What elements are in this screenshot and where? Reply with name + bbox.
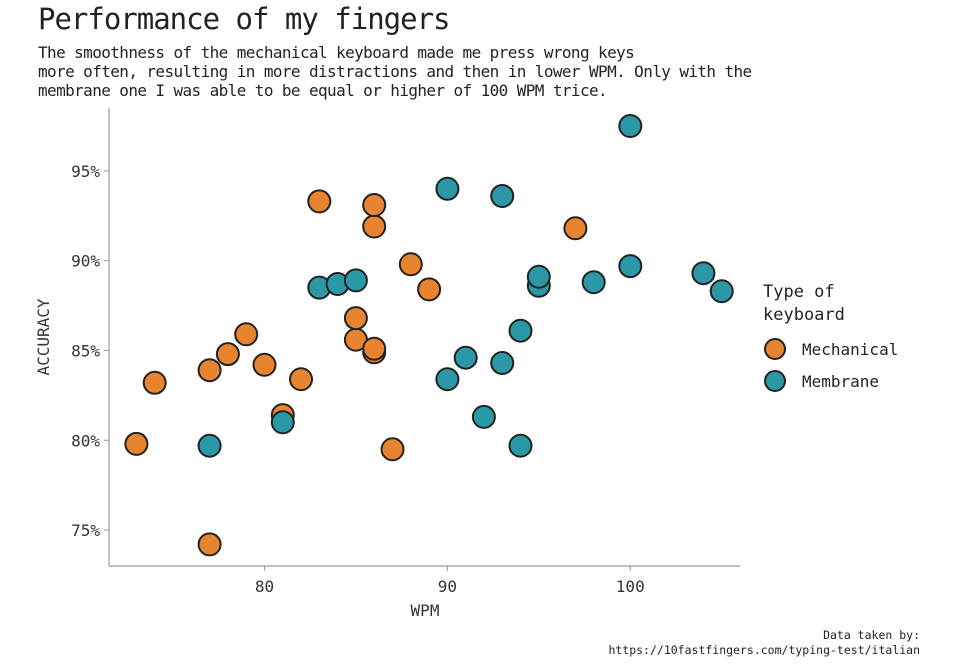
caption-line-1: Data taken by: — [823, 628, 920, 642]
point-membrane — [197, 433, 222, 458]
point-mechanical — [362, 193, 387, 217]
point-mechanical — [380, 437, 405, 462]
y-tick-label: 90% — [71, 252, 100, 271]
caption-line-2: https://10fastfingers.com/typing-test/it… — [608, 643, 920, 657]
point-mechanical — [124, 431, 149, 456]
chart-title: Performance of my fingers — [38, 2, 450, 36]
point-membrane — [453, 345, 478, 370]
point-mechanical — [234, 322, 259, 347]
point-membrane — [618, 114, 643, 138]
point-membrane — [471, 404, 496, 429]
point-mechanical — [142, 370, 167, 395]
y-tick-label: 80% — [71, 431, 100, 450]
point-membrane — [490, 351, 515, 375]
legend-swatch-mechanical — [764, 338, 786, 360]
legend-title: Type of keyboard — [763, 282, 845, 325]
point-membrane — [618, 254, 643, 279]
point-mechanical — [563, 216, 588, 241]
x-tick-label: 80 — [255, 577, 274, 596]
x-tick-label: 90 — [438, 577, 457, 596]
point-mechanical — [343, 306, 368, 331]
y-tick-label: 85% — [71, 341, 100, 360]
point-membrane — [508, 318, 533, 343]
legend-label-membrane: Membrane — [802, 371, 880, 391]
legend-item-membrane: Membrane — [764, 367, 879, 395]
point-mechanical — [215, 342, 240, 367]
point-mechanical — [252, 352, 277, 377]
y-tick-label: 75% — [71, 521, 100, 540]
y-tick-label: 95% — [71, 162, 100, 181]
point-membrane — [435, 176, 460, 201]
chart-subtitle: The smoothness of the mechanical keyboar… — [38, 43, 752, 100]
point-membrane — [435, 367, 460, 392]
point-mechanical — [417, 277, 442, 302]
point-membrane — [691, 261, 716, 286]
point-mechanical — [362, 214, 387, 239]
point-membrane — [581, 270, 606, 295]
x-ticks: 80 90 100 — [255, 566, 645, 596]
x-axis-label: WPM — [411, 601, 440, 620]
point-mechanical — [197, 358, 222, 383]
point-mechanical — [307, 189, 332, 214]
point-membrane — [490, 184, 515, 208]
point-membrane — [709, 279, 734, 304]
point-mechanical — [289, 367, 313, 392]
legend-label-mechanical: Mechanical — [802, 339, 899, 359]
caption: Data taken by: https://10fastfingers.com… — [608, 628, 920, 658]
legend-item-mechanical: Mechanical — [764, 335, 898, 363]
x-tick-label: 100 — [616, 577, 645, 596]
point-membrane — [526, 264, 551, 289]
point-membrane — [508, 433, 533, 458]
data-points — [124, 114, 734, 557]
legend-swatch-membrane — [764, 370, 786, 392]
point-membrane — [343, 268, 368, 293]
point-mechanical — [398, 252, 423, 277]
point-mechanical — [362, 336, 387, 361]
y-ticks: 75% 80% 85% 90% 95% — [71, 162, 109, 540]
point-mechanical — [197, 532, 222, 557]
y-axis-label: ACCURACY — [34, 298, 53, 375]
point-membrane — [270, 410, 295, 435]
